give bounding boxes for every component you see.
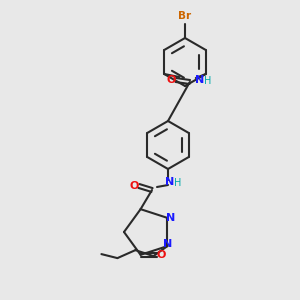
Text: H: H: [174, 178, 182, 188]
Text: O: O: [166, 75, 176, 85]
Text: N: N: [166, 213, 175, 223]
Text: N: N: [195, 75, 204, 85]
Text: N: N: [165, 177, 175, 187]
Text: O: O: [157, 250, 166, 260]
Text: N: N: [163, 239, 172, 249]
Text: Br: Br: [178, 11, 192, 21]
Text: O: O: [129, 181, 139, 191]
Text: H: H: [204, 76, 212, 86]
